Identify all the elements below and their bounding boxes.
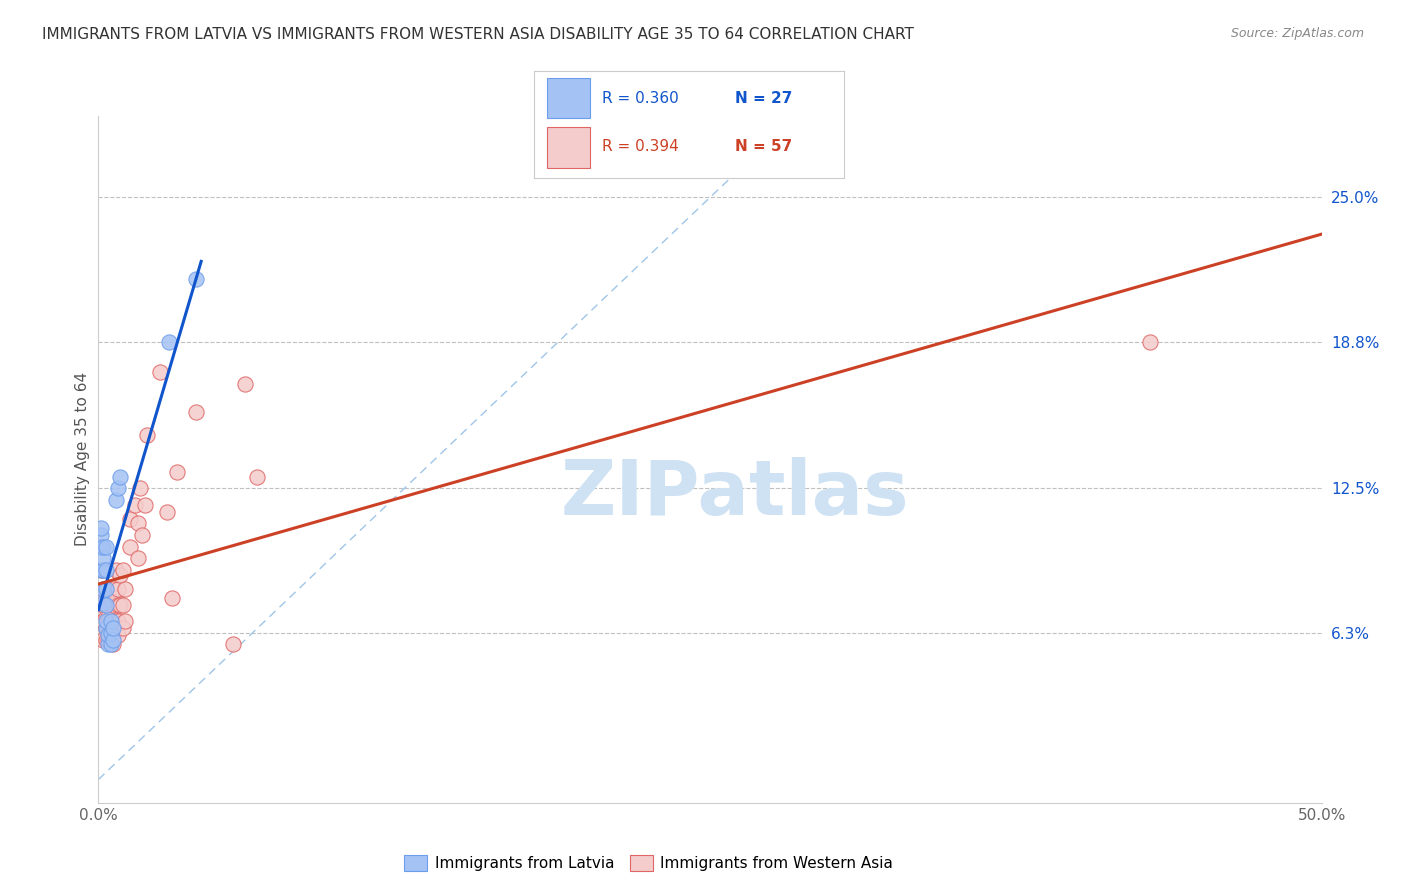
Point bbox=[91, 551, 114, 566]
Point bbox=[100, 621, 122, 635]
Point bbox=[156, 505, 179, 519]
Point bbox=[97, 632, 120, 647]
Point bbox=[100, 591, 122, 605]
Point bbox=[107, 628, 129, 642]
Point bbox=[160, 591, 183, 605]
Point bbox=[104, 493, 127, 508]
Point bbox=[104, 563, 127, 577]
Point bbox=[91, 596, 114, 610]
Point bbox=[100, 609, 122, 624]
Y-axis label: Disability Age 35 to 64: Disability Age 35 to 64 bbox=[75, 372, 90, 547]
Bar bbox=[547, 127, 591, 168]
Text: ZIPatlas: ZIPatlas bbox=[560, 457, 908, 531]
Point bbox=[101, 632, 124, 647]
Point bbox=[90, 563, 112, 577]
Point bbox=[186, 272, 208, 286]
Point bbox=[166, 465, 188, 479]
Point bbox=[90, 586, 112, 600]
Point bbox=[120, 512, 142, 526]
Point bbox=[90, 521, 112, 535]
Legend: Immigrants from Latvia, Immigrants from Western Asia: Immigrants from Latvia, Immigrants from … bbox=[398, 849, 900, 878]
Point bbox=[136, 428, 159, 442]
Point bbox=[107, 582, 129, 596]
Point bbox=[131, 528, 153, 542]
Point bbox=[91, 582, 114, 596]
Point bbox=[94, 563, 117, 577]
Point bbox=[91, 563, 114, 577]
Text: N = 57: N = 57 bbox=[735, 139, 793, 153]
Point bbox=[101, 614, 124, 628]
Point bbox=[111, 598, 134, 612]
Point bbox=[90, 528, 112, 542]
Point bbox=[233, 376, 256, 391]
Text: R = 0.360: R = 0.360 bbox=[602, 91, 679, 105]
Point bbox=[91, 614, 114, 628]
Point bbox=[94, 540, 117, 554]
Point bbox=[94, 582, 117, 596]
Point bbox=[91, 598, 114, 612]
Point bbox=[120, 540, 142, 554]
Point bbox=[157, 334, 180, 349]
Point bbox=[107, 482, 129, 496]
Point bbox=[100, 638, 122, 652]
Point bbox=[101, 628, 124, 642]
Point bbox=[100, 614, 122, 628]
Point bbox=[134, 498, 156, 512]
Point bbox=[91, 632, 114, 647]
Point bbox=[100, 625, 122, 640]
Text: N = 27: N = 27 bbox=[735, 91, 793, 105]
Point bbox=[100, 632, 122, 647]
Point bbox=[101, 621, 124, 635]
Point bbox=[149, 365, 172, 379]
Point bbox=[107, 614, 129, 628]
Point bbox=[110, 598, 132, 612]
Point bbox=[110, 567, 132, 582]
Point bbox=[129, 482, 152, 496]
Text: IMMIGRANTS FROM LATVIA VS IMMIGRANTS FROM WESTERN ASIA DISABILITY AGE 35 TO 64 C: IMMIGRANTS FROM LATVIA VS IMMIGRANTS FRO… bbox=[42, 27, 914, 42]
Point bbox=[91, 582, 114, 596]
Point bbox=[104, 591, 127, 605]
Point bbox=[246, 470, 269, 484]
Point bbox=[94, 582, 117, 596]
Point bbox=[1139, 334, 1161, 349]
Point bbox=[90, 540, 112, 554]
Point bbox=[101, 598, 124, 612]
Point bbox=[111, 563, 134, 577]
Point bbox=[90, 563, 112, 577]
Point bbox=[107, 598, 129, 612]
Point bbox=[222, 638, 245, 652]
Point bbox=[97, 609, 120, 624]
Point bbox=[97, 621, 120, 635]
Text: Source: ZipAtlas.com: Source: ZipAtlas.com bbox=[1230, 27, 1364, 40]
Point bbox=[94, 609, 117, 624]
Point bbox=[97, 638, 120, 652]
Point bbox=[101, 582, 124, 596]
Point bbox=[94, 598, 117, 612]
Point bbox=[97, 591, 120, 605]
Point bbox=[94, 621, 117, 635]
Point bbox=[94, 621, 117, 635]
Point bbox=[94, 614, 117, 628]
Text: R = 0.394: R = 0.394 bbox=[602, 139, 679, 153]
Point bbox=[91, 540, 114, 554]
Bar bbox=[547, 78, 591, 119]
Point bbox=[127, 516, 149, 531]
Point bbox=[94, 632, 117, 647]
Point bbox=[111, 621, 134, 635]
Point bbox=[94, 598, 117, 612]
Point bbox=[124, 498, 146, 512]
Point bbox=[186, 404, 208, 418]
Point bbox=[91, 563, 114, 577]
Point bbox=[97, 628, 120, 642]
Point bbox=[114, 614, 136, 628]
Point bbox=[127, 551, 149, 566]
Point bbox=[110, 470, 132, 484]
Point bbox=[114, 582, 136, 596]
Point bbox=[101, 638, 124, 652]
Point bbox=[90, 540, 112, 554]
